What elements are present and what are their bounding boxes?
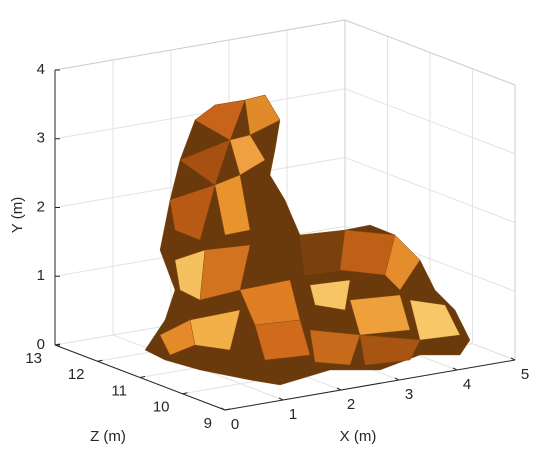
x-tick [220, 407, 226, 411]
facet [384, 234, 421, 291]
facet [309, 279, 351, 311]
facet [179, 139, 231, 186]
z-tick [139, 376, 146, 378]
x-tick [336, 387, 342, 391]
facet [254, 319, 311, 361]
y-tick-label: 3 [37, 130, 45, 147]
facet [309, 329, 361, 366]
z-tick-label: 9 [204, 415, 212, 432]
x-tick-label: 4 [463, 376, 471, 393]
facet [349, 294, 411, 336]
x-tick [510, 357, 516, 361]
x-tick-label: 1 [289, 406, 297, 423]
y-tick-label: 0 [37, 336, 45, 353]
z-tick [54, 343, 61, 346]
z-tick-label: 10 [153, 399, 170, 416]
x-tick-label: 3 [405, 386, 413, 403]
z-tick [224, 408, 231, 411]
facet [299, 229, 346, 276]
z-axis-label: Z (m) [90, 428, 126, 445]
z-tick-label: 12 [68, 366, 85, 383]
box-edge [54, 19, 346, 71]
surface [144, 94, 471, 386]
y-axis-label: Y (m) [9, 197, 26, 233]
x-tick-label: 5 [521, 366, 529, 383]
grid-line [54, 88, 346, 140]
z-tick [182, 392, 188, 395]
y-tick-label: 1 [37, 267, 45, 284]
z-tick-label: 11 [111, 382, 127, 399]
facet [169, 184, 216, 241]
x-tick-label: 2 [347, 396, 355, 413]
x-tick-label: 0 [231, 416, 239, 433]
x-axis-label: X (m) [340, 428, 377, 445]
y-tick-label: 4 [37, 61, 45, 78]
facet [244, 94, 281, 136]
z-tick-label: 13 [25, 350, 42, 367]
z-tick [97, 359, 103, 362]
facet [214, 174, 251, 236]
x-tick [278, 397, 284, 401]
y-tick-label: 2 [37, 198, 45, 215]
facet [359, 334, 421, 366]
x-tick [452, 367, 458, 371]
x-axis-line [224, 359, 516, 411]
box-edge [344, 19, 516, 86]
facet [159, 319, 196, 356]
facet [409, 299, 461, 341]
facet [229, 134, 266, 176]
x-tick [394, 377, 400, 381]
